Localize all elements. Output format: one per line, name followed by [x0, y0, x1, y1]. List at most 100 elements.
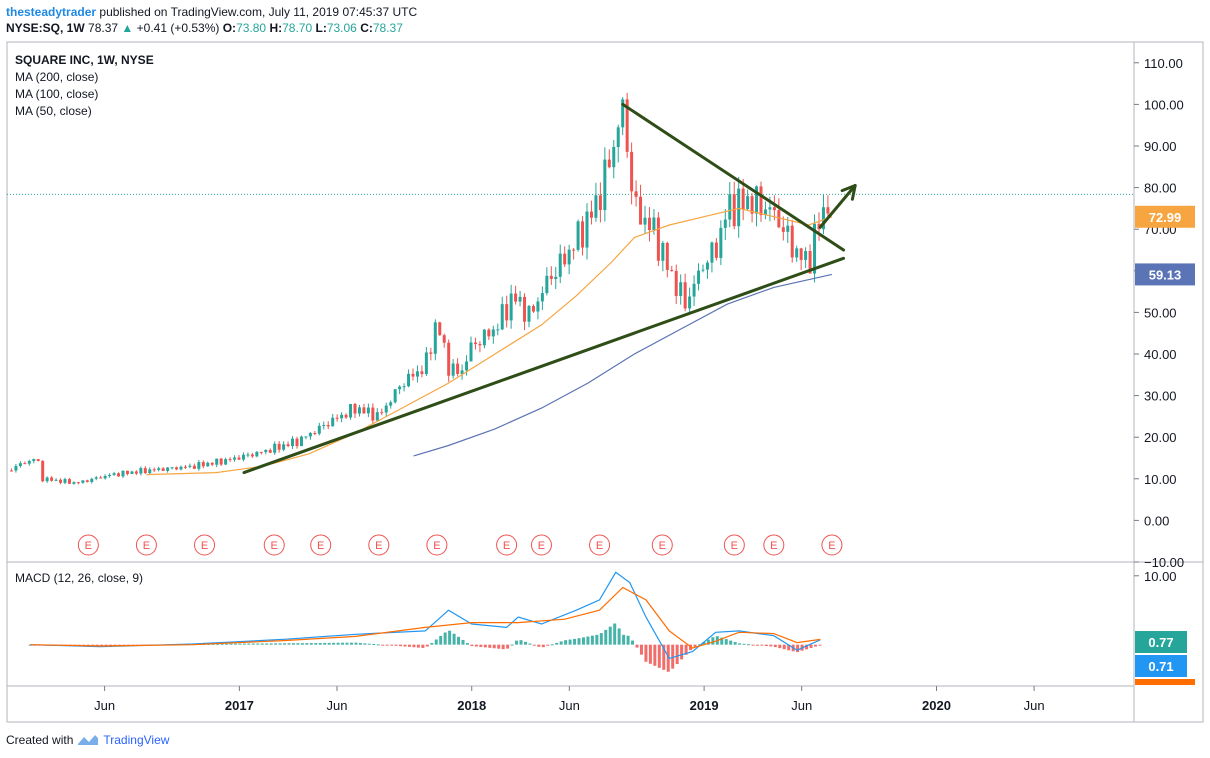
- candle-body[interactable]: [371, 407, 375, 421]
- macd-histogram-bar[interactable]: [109, 644, 113, 646]
- earnings-marker-icon[interactable]: [310, 534, 332, 556]
- macd-histogram-bar[interactable]: [278, 643, 282, 645]
- candle-body[interactable]: [585, 211, 589, 248]
- candle-body[interactable]: [456, 363, 460, 374]
- macd-histogram-bar[interactable]: [483, 644, 487, 648]
- candle-body[interactable]: [616, 127, 620, 147]
- macd-histogram-bar[interactable]: [755, 644, 759, 646]
- candle-body[interactable]: [603, 159, 607, 211]
- macd-histogram-bar[interactable]: [559, 641, 563, 645]
- candle-body[interactable]: [362, 407, 366, 414]
- macd-histogram-bar[interactable]: [818, 644, 822, 646]
- candle-body[interactable]: [442, 335, 446, 343]
- candle-body[interactable]: [143, 468, 147, 474]
- macd-histogram-bar[interactable]: [519, 640, 523, 645]
- candle-body[interactable]: [76, 482, 80, 484]
- macd-histogram-bar[interactable]: [300, 643, 304, 645]
- candle-body[interactable]: [50, 477, 54, 481]
- candle-body[interactable]: [41, 460, 45, 482]
- candle-body[interactable]: [340, 414, 344, 419]
- candle-body[interactable]: [175, 467, 179, 470]
- candle-body[interactable]: [643, 217, 647, 225]
- macd-histogram-bar[interactable]: [697, 644, 701, 646]
- candle-body[interactable]: [750, 196, 754, 214]
- candle-body[interactable]: [130, 471, 134, 474]
- earnings-marker-icon[interactable]: [368, 534, 390, 556]
- macd-histogram-bar[interactable]: [595, 634, 599, 645]
- candle-body[interactable]: [255, 451, 259, 457]
- candle-body[interactable]: [719, 227, 723, 258]
- candle-body[interactable]: [496, 329, 500, 331]
- candle-body[interactable]: [241, 454, 245, 460]
- candle-body[interactable]: [424, 352, 428, 375]
- candle-body[interactable]: [545, 275, 549, 294]
- candle-body[interactable]: [18, 463, 22, 467]
- macd-histogram-bar[interactable]: [233, 643, 237, 645]
- macd-histogram-bar[interactable]: [104, 644, 108, 646]
- candle-body[interactable]: [554, 276, 558, 280]
- earnings-marker-icon[interactable]: [530, 534, 552, 556]
- earnings-marker-icon[interactable]: [763, 534, 785, 556]
- candle-body[interactable]: [201, 462, 205, 467]
- candle-body[interactable]: [737, 188, 741, 227]
- macd-histogram-bar[interactable]: [385, 644, 389, 646]
- candle-body[interactable]: [451, 363, 455, 376]
- macd-histogram-bar[interactable]: [537, 644, 541, 647]
- candle-body[interactable]: [732, 194, 736, 227]
- macd-histogram-bar[interactable]: [336, 642, 340, 645]
- earnings-marker-icon[interactable]: [496, 534, 518, 556]
- candle-body[interactable]: [799, 248, 803, 260]
- candle-body[interactable]: [523, 296, 527, 322]
- macd-histogram-bar[interactable]: [381, 644, 385, 646]
- candle-body[interactable]: [273, 443, 277, 453]
- candle-body[interactable]: [246, 454, 250, 456]
- candle-body[interactable]: [90, 478, 94, 483]
- candle-body[interactable]: [661, 242, 665, 261]
- candle-body[interactable]: [259, 451, 263, 453]
- earnings-marker-icon[interactable]: [77, 534, 99, 556]
- macd-histogram-bar[interactable]: [769, 644, 773, 647]
- macd-histogram-bar[interactable]: [510, 644, 514, 646]
- candle-body[interactable]: [157, 468, 161, 470]
- tradingview-brand[interactable]: TradingView: [103, 733, 170, 747]
- macd-histogram-bar[interactable]: [216, 643, 220, 645]
- macd-histogram-bar[interactable]: [796, 644, 800, 653]
- macd-histogram-bar[interactable]: [399, 644, 403, 647]
- macd-histogram-bar[interactable]: [86, 644, 90, 646]
- resistance-trendline[interactable]: [621, 102, 846, 252]
- candle-body[interactable]: [188, 465, 192, 467]
- macd-histogram-bar[interactable]: [247, 643, 251, 645]
- macd-histogram-bar[interactable]: [367, 643, 371, 645]
- candle-body[interactable]: [108, 474, 112, 477]
- macd-histogram-bar[interactable]: [238, 643, 242, 645]
- macd-histogram-bar[interactable]: [314, 642, 318, 645]
- candle-body[interactable]: [482, 329, 486, 346]
- macd-histogram-bar[interactable]: [635, 644, 639, 648]
- candle-body[interactable]: [447, 342, 451, 376]
- macd-histogram-bar[interactable]: [425, 644, 429, 647]
- candle-body[interactable]: [112, 473, 116, 475]
- macd-histogram-bar[interactable]: [751, 644, 755, 646]
- candle-body[interactable]: [286, 444, 290, 447]
- candle-body[interactable]: [460, 370, 464, 374]
- candle-body[interactable]: [59, 479, 63, 483]
- candle-body[interactable]: [514, 293, 518, 302]
- macd-histogram-bar[interactable]: [287, 643, 291, 645]
- candle-body[interactable]: [755, 186, 759, 214]
- candle-body[interactable]: [250, 454, 254, 457]
- macd-histogram-bar[interactable]: [599, 633, 603, 645]
- macd-histogram-bar[interactable]: [711, 637, 715, 645]
- candle-body[interactable]: [679, 282, 683, 297]
- candle-body[interactable]: [612, 146, 616, 168]
- support-trendline[interactable]: [242, 256, 846, 475]
- candle-body[interactable]: [183, 466, 187, 468]
- candle-body[interactable]: [139, 468, 143, 474]
- candle-body[interactable]: [665, 242, 669, 270]
- macd-histogram-bar[interactable]: [421, 644, 425, 648]
- candle-body[interactable]: [563, 253, 567, 265]
- candle-body[interactable]: [36, 459, 40, 461]
- candle-body[interactable]: [45, 477, 49, 482]
- macd-histogram-bar[interactable]: [349, 642, 353, 645]
- candle-body[interactable]: [768, 207, 772, 210]
- candle-body[interactable]: [630, 151, 634, 192]
